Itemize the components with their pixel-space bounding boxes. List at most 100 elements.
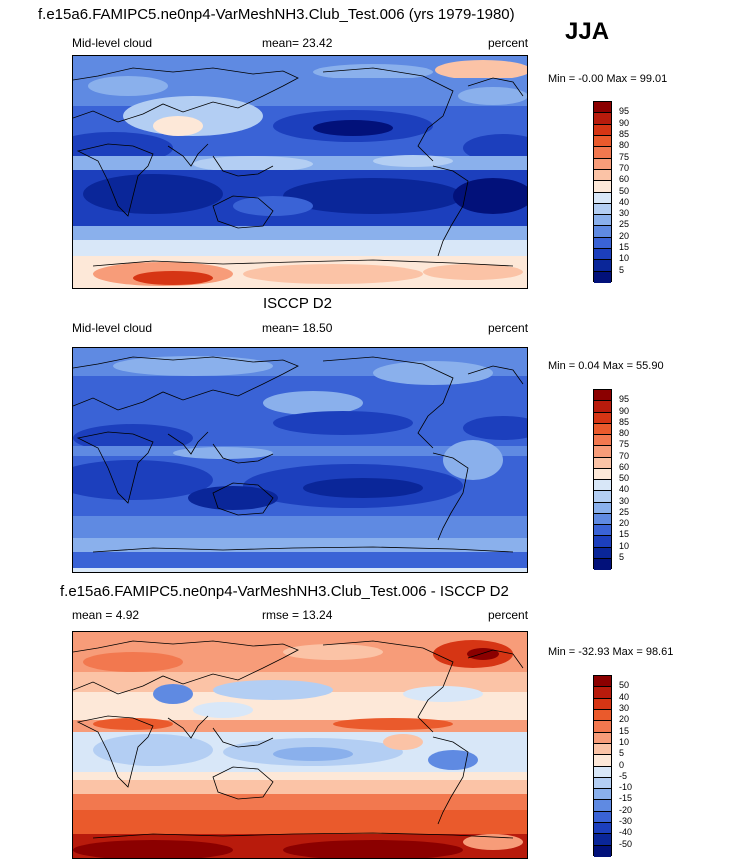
colorbar-box [594, 800, 611, 812]
colorbar-tick-label: 5 [619, 551, 625, 562]
colorbar-tick-label: 70 [619, 162, 630, 173]
panel-diff-minmax: Min = -32.93 Max = 98.61 [548, 646, 674, 658]
map-diff-model-minus-obs [72, 631, 528, 859]
colorbar-tick-label: 15 [619, 242, 630, 253]
colorbar-box [594, 412, 611, 424]
colorbar-box [594, 390, 611, 402]
colorbar-tick-label: 5 [619, 264, 625, 275]
colorbar-tick-label: 20 [619, 714, 630, 725]
colorbar-tick-label: -5 [619, 770, 628, 781]
map-obs-mid-level-cloud [72, 347, 528, 573]
colorbar-tick-label: 40 [619, 691, 630, 702]
colorbar-box [594, 158, 611, 170]
colorbar-box [594, 457, 611, 469]
colorbar-box [594, 271, 611, 283]
colorbar-box [594, 215, 611, 227]
colorbar-box [594, 203, 611, 216]
panel-model-title: f.e15a6.FAMIPC5.ne0np4-VarMeshNH3.Club_T… [38, 6, 515, 23]
colorbar-tick-label: 10 [619, 736, 630, 747]
panel-obs-mean: mean= 18.50 [262, 321, 333, 335]
colorbar-tick-label: 15 [619, 529, 630, 540]
panel-diff-title: f.e15a6.FAMIPC5.ne0np4-VarMeshNH3.Club_T… [60, 583, 509, 600]
colorbar-tick-label: -50 [619, 838, 633, 849]
panel-diff-mean: mean = 4.92 [72, 608, 140, 622]
colorbar-tick-label: 80 [619, 140, 630, 151]
colorbar-box [594, 536, 611, 548]
colorbar-tick-label: 50 [619, 680, 630, 691]
colorbar-box [594, 698, 611, 710]
colorbar-tick-label: 85 [619, 128, 630, 139]
colorbar-tick-label: 30 [619, 702, 630, 713]
colorbar-box [594, 525, 611, 537]
colorbar-tick-label: 95 [619, 106, 630, 117]
map-model-mid-level-cloud [72, 55, 528, 289]
panel-model-left-label: Mid-level cloud [72, 36, 153, 50]
colorbar-tick-label: 90 [619, 405, 630, 416]
colorbar-tick-label: 40 [619, 484, 630, 495]
colorbar-tick-label: 90 [619, 117, 630, 128]
colorbar-tick-label: 75 [619, 439, 630, 450]
colorbar-box [594, 181, 611, 193]
colorbar-box [594, 237, 611, 250]
panel-obs-units: percent [488, 321, 529, 335]
colorbar-box [594, 743, 611, 756]
colorbar-box [594, 513, 611, 525]
colorbar-box [594, 777, 611, 790]
colorbar-tick-label: 30 [619, 495, 630, 506]
colorbar-box [594, 687, 611, 699]
colorbar-tick-label: -40 [619, 827, 633, 838]
colorbar-tick-label: -20 [619, 804, 633, 815]
colorbar-box [594, 102, 611, 114]
panel-model-units: percent [488, 36, 529, 50]
colorbar-tick-label: -30 [619, 816, 633, 827]
panel-obs-left-label: Mid-level cloud [72, 321, 153, 335]
colorbar-tick-label: 80 [619, 428, 630, 438]
colorbar-box [594, 401, 611, 413]
colorbar-box [594, 480, 611, 492]
colorbar-box [594, 260, 611, 272]
colorbar-box [594, 169, 611, 182]
colorbar-box [594, 823, 611, 835]
colorbar-box [594, 192, 611, 204]
colorbar-tick-label: 60 [619, 174, 630, 185]
colorbar-tick-label: 25 [619, 506, 630, 517]
panel-model-minmax: Min = -0.00 Max = 99.01 [548, 73, 668, 85]
colorbar-diff [593, 675, 612, 857]
colorbar-box [594, 732, 611, 744]
colorbar-box [594, 226, 611, 238]
colorbar-box [594, 755, 611, 767]
colorbar-box [594, 135, 611, 148]
colorbar-tick-label: 95 [619, 394, 630, 405]
colorbar-box [594, 709, 611, 722]
colorbar-box [594, 423, 611, 435]
panel-obs-title: ISCCP D2 [263, 295, 332, 312]
colorbar-box [594, 113, 611, 125]
colorbar-obs [593, 389, 612, 570]
colorbar-tick-label: 0 [619, 759, 625, 770]
colorbar-tick-label: 10 [619, 540, 630, 551]
colorbar-tick-label: 70 [619, 450, 630, 461]
colorbar-box [594, 721, 611, 733]
colorbar-box [594, 468, 611, 480]
colorbar-box [594, 547, 611, 559]
colorbar-box [594, 558, 611, 570]
colorbar-box [594, 249, 611, 261]
colorbar-box [594, 435, 611, 447]
colorbar-model [593, 101, 612, 283]
panel-obs-minmax: Min = 0.04 Max = 55.90 [548, 360, 664, 372]
colorbar-tick-label: 20 [619, 518, 630, 528]
colorbar-box [594, 491, 611, 503]
colorbar-tick-label: 5 [619, 748, 625, 759]
colorbar-box [594, 845, 611, 857]
colorbar-box [594, 766, 611, 778]
colorbar-tick-label: -15 [619, 793, 633, 804]
colorbar-box [594, 834, 611, 846]
colorbar-tick-label: 40 [619, 196, 630, 207]
panel-diff-units: percent [488, 608, 529, 622]
colorbar-tick-label: 50 [619, 185, 630, 196]
colorbar-tick-label: 75 [619, 151, 630, 162]
colorbar-tick-label: 10 [619, 253, 630, 264]
colorbar-tick-label: 30 [619, 208, 630, 219]
colorbar-box [594, 789, 611, 801]
colorbar-box [594, 446, 611, 458]
